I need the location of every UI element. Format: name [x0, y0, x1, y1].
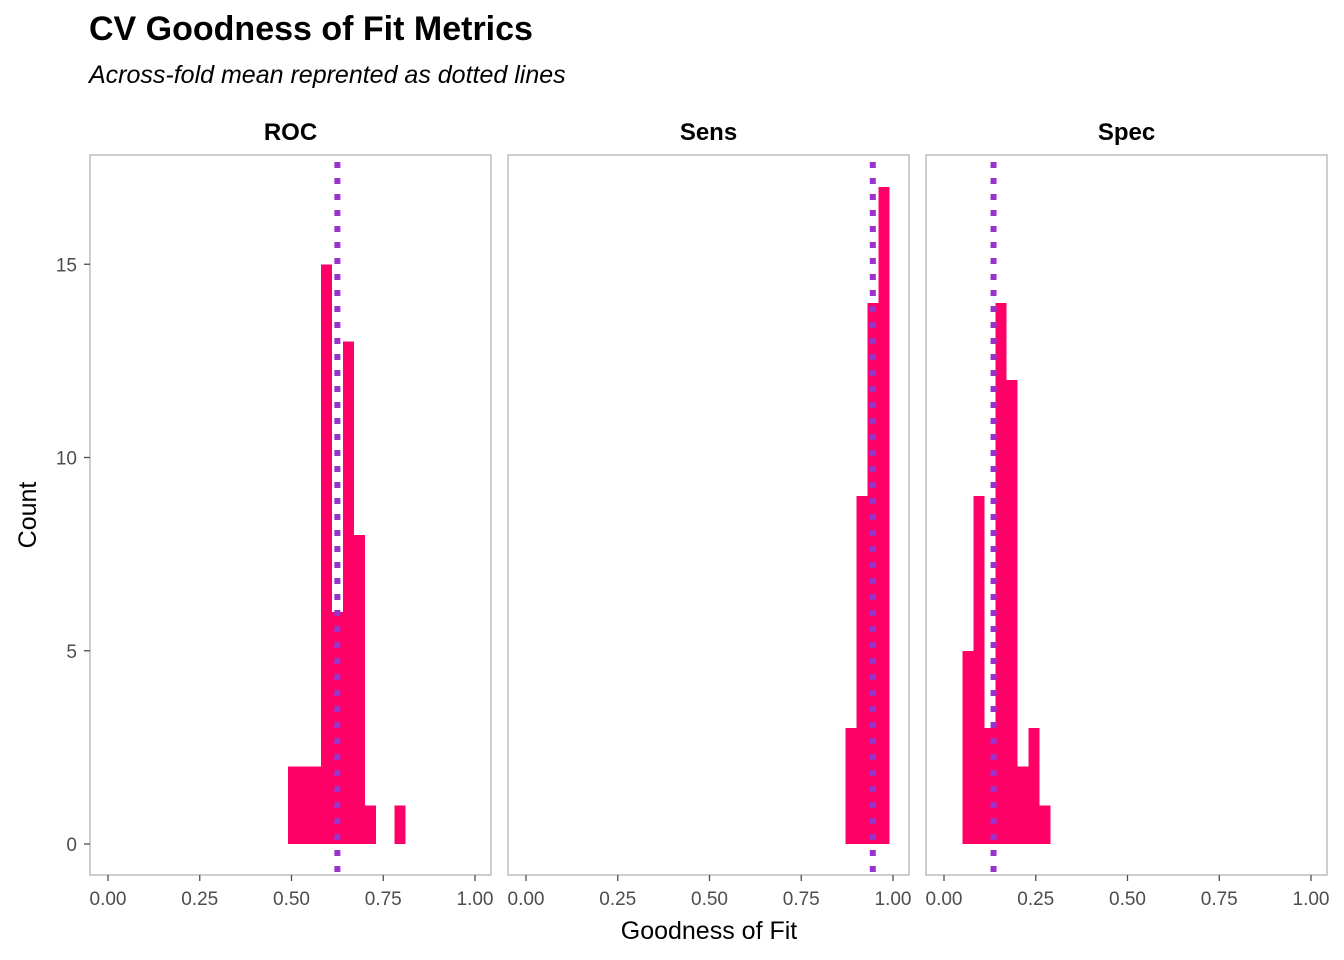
histogram-bar: [867, 302, 879, 844]
y-tick-label: 0: [66, 835, 77, 856]
facet-panel-roc: ROC 0.00 0.25 0.50 0.75 1.00: [89, 119, 494, 910]
histogram-bar: [984, 728, 996, 844]
x-tick-label: 0.75: [365, 889, 402, 910]
y-axis-title: Count: [14, 482, 42, 549]
y-axis: 0 5 10 15: [56, 255, 90, 856]
facet-panel-spec: Spec 0.00 0.25 0.50 0.75 1.00: [925, 119, 1330, 910]
histogram-bar: [856, 496, 868, 844]
y-tick-label: 15: [56, 255, 77, 276]
histogram-bar: [331, 612, 343, 844]
histogram-bar: [1028, 728, 1040, 844]
chart-subtitle: Across-fold mean reprented as dotted lin…: [89, 61, 566, 89]
histogram-bar: [320, 264, 332, 844]
facet-panel-sens: Sens 0.00 0.25 0.50 0.75 1.00: [507, 119, 912, 910]
facet-strip-label: ROC: [264, 119, 317, 146]
histogram-bar: [1017, 766, 1029, 844]
histogram-bar: [353, 534, 365, 844]
histogram-bar: [287, 766, 299, 844]
x-tick-label: 1.00: [457, 889, 494, 910]
x-tick-label: 0.25: [181, 889, 218, 910]
facet-strip-label: Sens: [680, 119, 737, 146]
facet-strip-label: Spec: [1098, 119, 1155, 146]
x-tick-label: 0.50: [1109, 889, 1146, 910]
histogram-bar: [298, 766, 310, 844]
histogram-bar: [1006, 380, 1018, 844]
x-tick-label: 0.25: [1017, 889, 1054, 910]
histogram-bar: [962, 650, 974, 844]
x-tick-label: 1.00: [875, 889, 912, 910]
panel-border: [507, 154, 910, 876]
x-tick-label: 0.25: [599, 889, 636, 910]
x-tick-label: 1.00: [1293, 889, 1330, 910]
panel-border: [89, 154, 492, 876]
x-tick-label: 0.50: [691, 889, 728, 910]
x-tick-label: 0.50: [273, 889, 310, 910]
histogram-bar: [1039, 805, 1051, 844]
histogram-bar: [394, 805, 406, 844]
facet-panels: ROC 0.00 0.25 0.50 0.75 1.00 Sens 0.00 0.25 0.50 0…: [89, 119, 1330, 910]
x-tick-label: 0.00: [508, 889, 545, 910]
y-tick-label: 5: [66, 642, 77, 663]
x-tick-label: 0.00: [926, 889, 963, 910]
histogram-bar: [364, 805, 376, 844]
chart-title: CV Goodness of Fit Metrics: [89, 10, 533, 48]
histogram-bar: [845, 728, 857, 844]
x-axis-title: Goodness of Fit: [621, 917, 798, 945]
histogram-bar: [878, 186, 890, 844]
x-tick-label: 0.00: [90, 889, 127, 910]
y-tick-label: 10: [56, 449, 77, 470]
x-tick-label: 0.75: [1201, 889, 1238, 910]
histogram-bar: [342, 341, 354, 844]
histogram-bar: [995, 302, 1007, 844]
x-tick-label: 0.75: [783, 889, 820, 910]
histogram-bar: [973, 496, 985, 844]
histogram-bar: [309, 766, 321, 844]
